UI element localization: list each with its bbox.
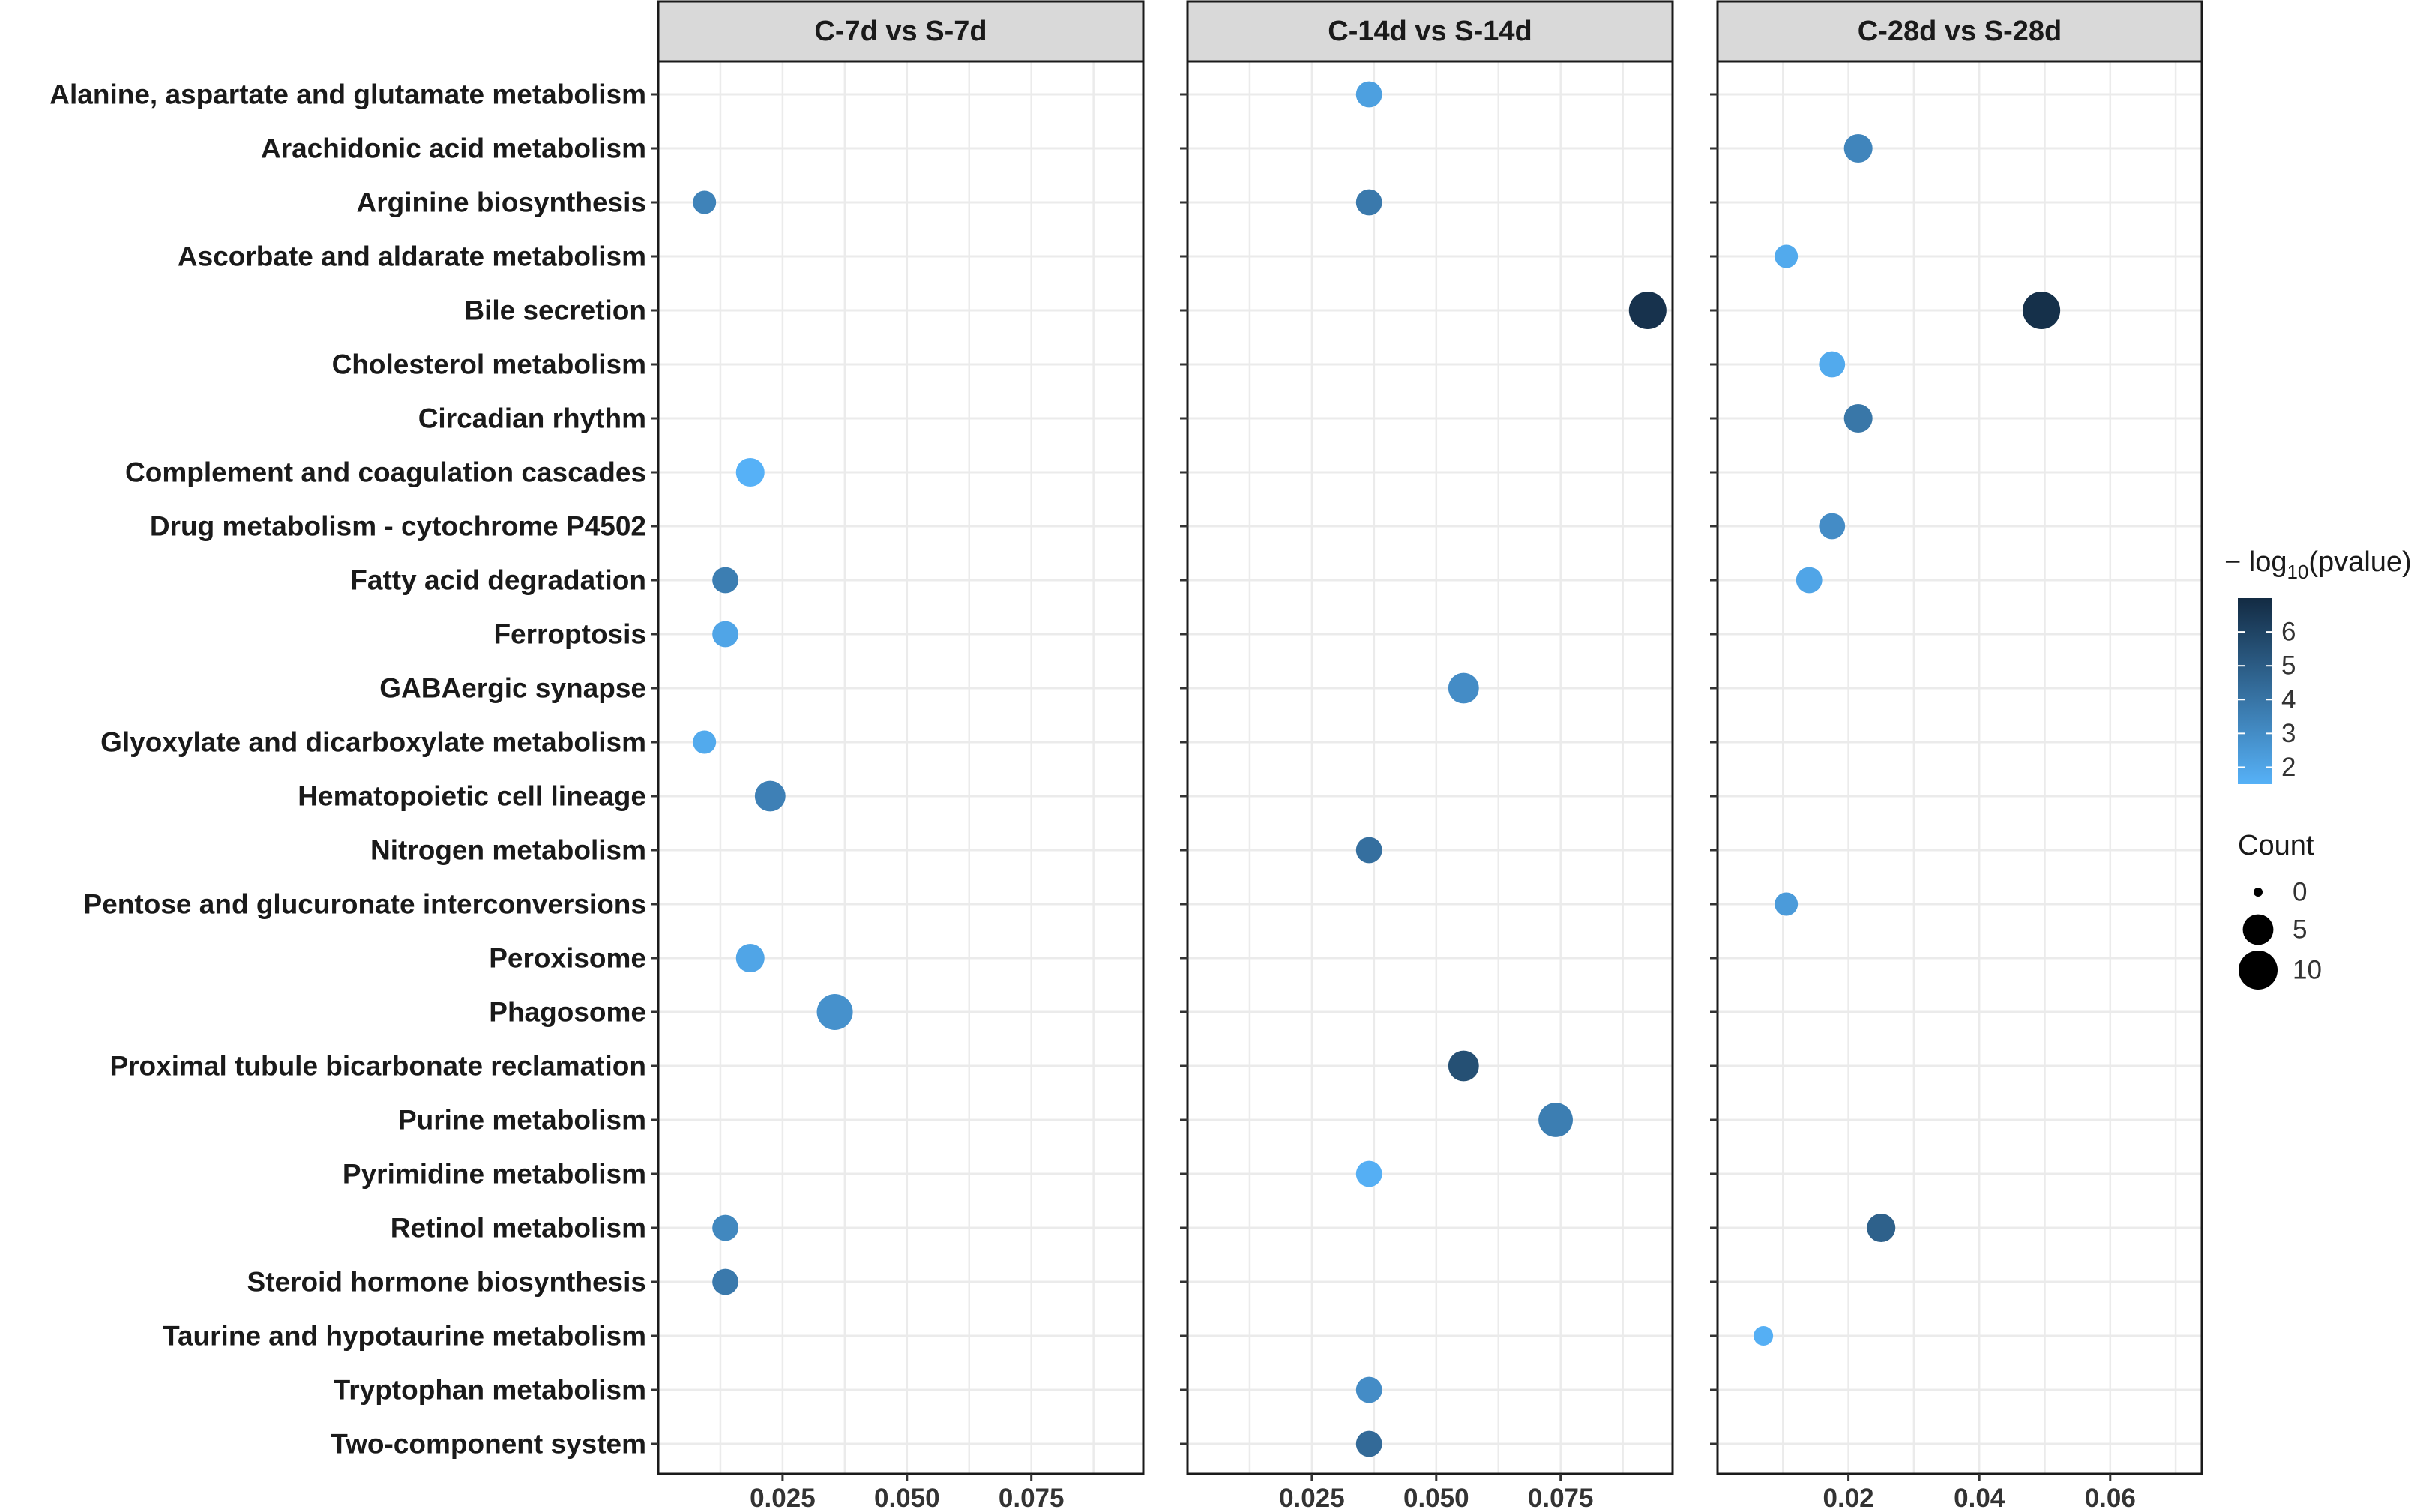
size-legend-label: 5 — [2293, 915, 2307, 945]
data-point-alanine-aspartate-and-glutamate-metabolism — [1355, 81, 1382, 108]
color-legend-label: 5 — [2281, 651, 2296, 681]
data-point-bile-secretion — [1628, 291, 1667, 330]
facet-title: C-14d vs S-14d — [1328, 16, 1532, 47]
data-point-gabaergic-synapse — [1448, 672, 1479, 704]
data-point-arginine-biosynthesis — [693, 190, 717, 214]
x-tick-label: 0.050 — [1403, 1484, 1469, 1508]
facet-title: C-7d vs S-7d — [814, 16, 987, 47]
data-point-bile-secretion — [2023, 291, 2061, 330]
y-axis-label-bile-secretion: Bile secretion — [464, 295, 646, 326]
data-point-tryptophan-metabolism — [1355, 1376, 1382, 1403]
size-legend-title: Count — [2238, 830, 2314, 861]
y-axis-label-two-component-system: Two-component system — [331, 1429, 646, 1460]
y-axis-label-alanine-aspartate-and-glutamate-metabolism: Alanine, aspartate and glutamate metabol… — [49, 79, 646, 110]
color-legend-label: 2 — [2281, 753, 2296, 782]
data-point-ferroptosis — [712, 621, 738, 648]
y-axis-label-nitrogen-metabolism: Nitrogen metabolism — [370, 835, 646, 866]
y-axis-label-retinol-metabolism: Retinol metabolism — [391, 1213, 646, 1244]
color-legend-bar — [2238, 598, 2272, 784]
data-point-retinol-metabolism — [1867, 1213, 1896, 1243]
data-point-arginine-biosynthesis — [1355, 189, 1382, 216]
panel-background — [1718, 61, 2202, 1474]
y-axis-label-phagosome: Phagosome — [489, 997, 646, 1028]
size-legend-label: 0 — [2293, 878, 2307, 907]
facet-title: C-28d vs S-28d — [1858, 16, 2062, 47]
facet-panel-c-14d-vs-s-14d: C-14d vs S-14d 0.025 0.050 0.075 — [1180, 0, 1674, 1512]
y-axis-label-tryptophan-metabolism: Tryptophan metabolism — [334, 1375, 646, 1406]
y-axis-label-gabaergic-synapse: GABAergic synapse — [379, 673, 646, 704]
y-axis-label-purine-metabolism: Purine metabolism — [398, 1105, 646, 1136]
facet-strip — [1716, 0, 2203, 63]
data-point-glyoxylate-and-dicarboxylate-metabolism — [693, 730, 717, 754]
y-axis-label-arachidonic-acid-metabolism: Arachidonic acid metabolism — [261, 133, 646, 164]
x-tick-label: 0.075 — [1528, 1484, 1594, 1508]
size-legend-symbol — [2242, 914, 2274, 945]
facet-panel-c-28d-vs-s-28d: C-28d vs S-28d 0.02 0.04 0.06 — [1710, 0, 2203, 1512]
data-point-pyrimidine-metabolism — [1355, 1160, 1382, 1187]
data-point-taurine-and-hypotaurine-metabolism — [1754, 1325, 1774, 1346]
y-axis-label-circadian-rhythm: Circadian rhythm — [418, 403, 646, 434]
data-point-cholesterol-metabolism — [1819, 351, 1846, 378]
data-point-nitrogen-metabolism — [1355, 837, 1382, 864]
data-point-drug-metabolism-cytochrome-p4502 — [1819, 513, 1846, 540]
data-point-pentose-and-glucuronate-interconversions — [1775, 892, 1799, 916]
data-point-fatty-acid-degradation — [1796, 567, 1823, 594]
size-legend: Count 0 5 10 — [2238, 830, 2322, 990]
y-axis-label-taurine-and-hypotaurine-metabolism: Taurine and hypotaurine metabolism — [163, 1321, 646, 1352]
y-axis-label-hematopoietic-cell-lineage: Hematopoietic cell lineage — [298, 781, 646, 812]
data-point-hematopoietic-cell-lineage — [754, 780, 786, 812]
data-point-peroxisome — [735, 943, 765, 973]
y-axis-label-steroid-hormone-biosynthesis: Steroid hormone biosynthesis — [247, 1267, 646, 1298]
x-tick-label: 0.04 — [1954, 1484, 2005, 1508]
data-point-phagosome — [816, 994, 853, 1030]
size-legend-label: 10 — [2293, 956, 2322, 985]
color-legend-title: − log10(pvalue) — [2224, 546, 2412, 583]
data-point-ascorbate-and-aldarate-metabolism — [1775, 244, 1799, 268]
y-axis-label-complement-and-coagulation-cascades: Complement and coagulation cascades — [125, 457, 646, 488]
size-legend-symbol — [2254, 888, 2263, 897]
x-tick-label: 0.02 — [1823, 1484, 1874, 1508]
x-tick-label: 0.06 — [2085, 1484, 2136, 1508]
y-axis-label-cholesterol-metabolism: Cholesterol metabolism — [332, 349, 646, 380]
x-tick-label: 0.050 — [874, 1484, 940, 1508]
size-legend-symbol — [2239, 951, 2278, 990]
y-axis-label-ascorbate-and-aldarate-metabolism: Ascorbate and aldarate metabolism — [178, 241, 646, 272]
x-tick-label: 0.075 — [999, 1484, 1065, 1508]
data-point-circadian-rhythm — [1843, 403, 1873, 433]
x-tick-label: 0.025 — [750, 1484, 816, 1508]
facet-strip — [1186, 0, 1674, 63]
facet-panel-c-7d-vs-s-7d: C-7d vs S-7d 0.025 0.050 0.075 — [651, 0, 1145, 1512]
y-axis-label-glyoxylate-and-dicarboxylate-metabolism: Glyoxylate and dicarboxylate metabolism — [100, 727, 646, 758]
panel-background — [1188, 61, 1673, 1474]
y-axis-label-proximal-tubule-bicarbonate-reclamation: Proximal tubule bicarbonate reclamation — [109, 1051, 646, 1082]
y-axis-label-pentose-and-glucuronate-interconversions: Pentose and glucuronate interconversions — [84, 889, 646, 920]
facet-strip — [657, 0, 1145, 63]
y-axis-label-peroxisome: Peroxisome — [489, 943, 646, 974]
color-legend-label: 3 — [2281, 719, 2296, 748]
color-legend-label: 6 — [2281, 618, 2296, 647]
y-axis-label-arginine-biosynthesis: Arginine biosynthesis — [356, 187, 646, 218]
data-point-arachidonic-acid-metabolism — [1843, 133, 1873, 163]
panel-background — [658, 61, 1143, 1474]
y-axis-label-ferroptosis: Ferroptosis — [493, 619, 646, 650]
data-point-retinol-metabolism — [712, 1214, 738, 1241]
color-legend-label: 4 — [2281, 685, 2296, 714]
data-point-proximal-tubule-bicarbonate-reclamation — [1448, 1050, 1479, 1082]
data-point-fatty-acid-degradation — [712, 567, 738, 594]
y-axis-label-pyrimidine-metabolism: Pyrimidine metabolism — [343, 1159, 646, 1190]
data-point-complement-and-coagulation-cascades — [735, 457, 765, 487]
y-axis-label-drug-metabolism-cytochrome-p4502: Drug metabolism - cytochrome P4502 — [150, 511, 646, 542]
color-legend: − log10(pvalue) 2 3 4 5 6 — [2224, 546, 2412, 784]
data-point-steroid-hormone-biosynthesis — [712, 1268, 738, 1295]
y-axis-label-fatty-acid-degradation: Fatty acid degradation — [350, 565, 646, 596]
data-point-purine-metabolism — [1538, 1103, 1573, 1137]
x-tick-label: 0.025 — [1279, 1484, 1345, 1508]
data-point-two-component-system — [1355, 1430, 1382, 1457]
